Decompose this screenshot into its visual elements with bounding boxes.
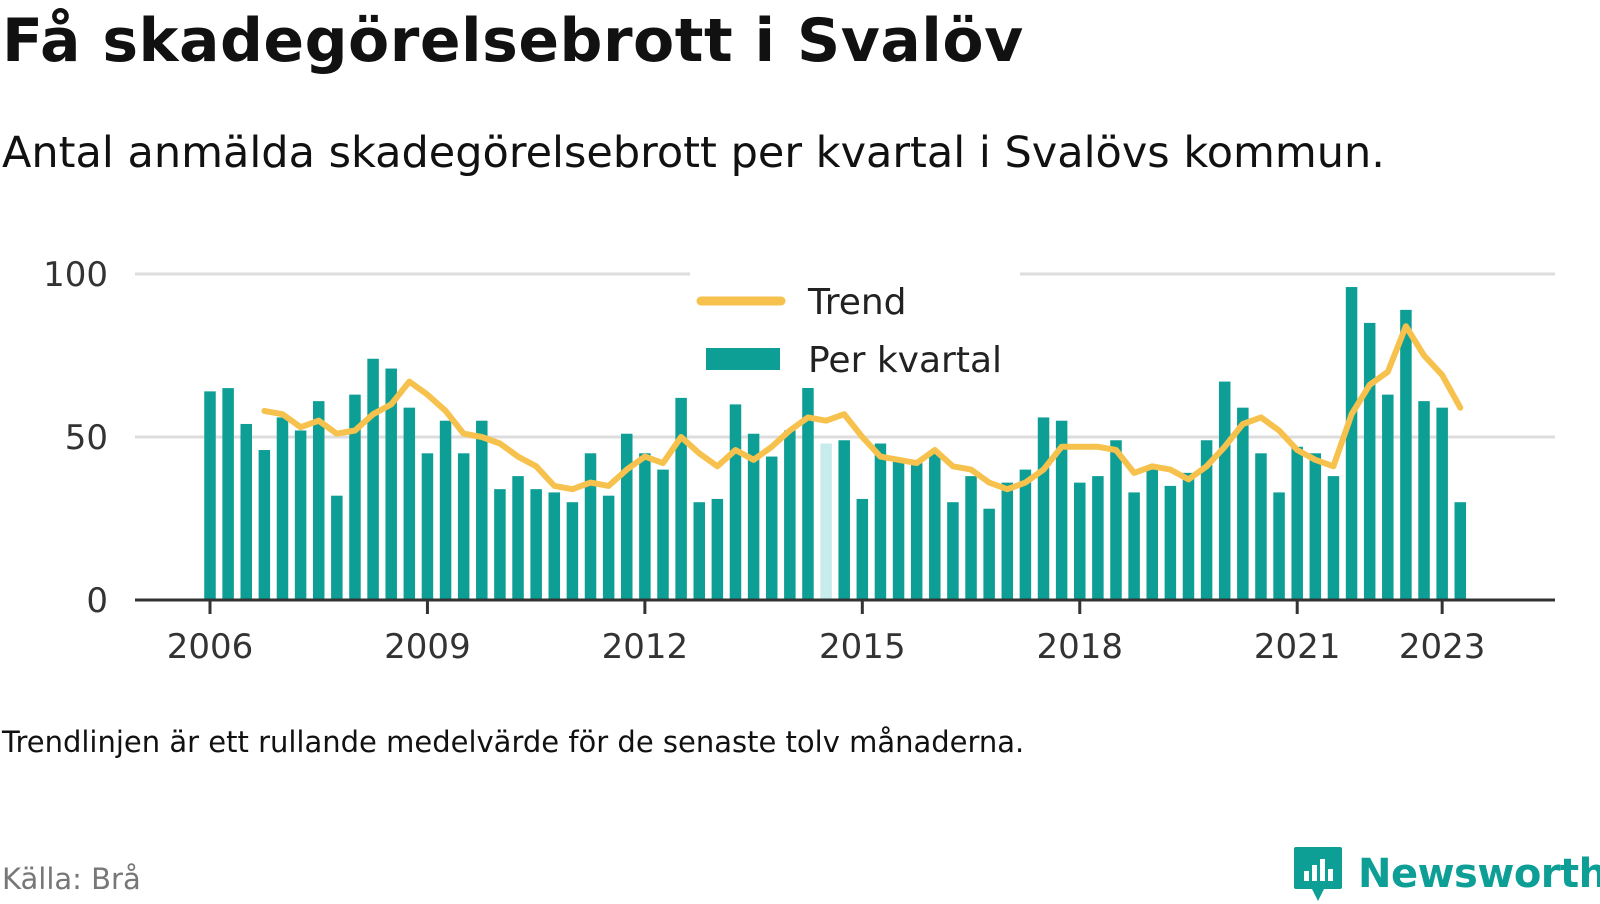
- trend-line: [261, 323, 1464, 493]
- bar-46: [1037, 417, 1050, 600]
- newsworthy-logo: Newsworthy: [1292, 844, 1600, 904]
- bar-53: [1164, 485, 1177, 600]
- bar-28: [711, 498, 724, 600]
- source-label: Källa: Brå: [2, 862, 141, 896]
- y-tick-label-100: 100: [43, 255, 108, 295]
- bar-11: [403, 407, 416, 600]
- bar-49: [1092, 476, 1104, 600]
- legend-bar-label: Per kvartal: [808, 340, 1002, 381]
- bar-2: [240, 423, 252, 600]
- bar-43: [983, 508, 995, 600]
- bar-52: [1146, 469, 1158, 600]
- bar-20: [566, 502, 579, 600]
- bar-7: [331, 495, 343, 600]
- bar-69: [1454, 502, 1467, 600]
- footnote: Trendlinjen är ett rullande medelvärde f…: [2, 725, 1025, 759]
- chart-area: 0 50 100 2006 2009 2012 2015 2018 2021 2023 Trend…: [43, 255, 1555, 667]
- x-tick-label-2018: 2018: [1036, 627, 1123, 667]
- bar-55: [1200, 440, 1213, 600]
- bar-66: [1400, 309, 1412, 600]
- bar-9: [367, 358, 379, 600]
- bar-21: [584, 453, 597, 600]
- bar-47: [1055, 420, 1068, 600]
- bar-0: [204, 391, 216, 600]
- x-tick-label-2009: 2009: [384, 627, 471, 667]
- bar-57: [1237, 407, 1249, 600]
- bar-36: [856, 498, 869, 600]
- x-tick-label-2015: 2015: [819, 627, 906, 667]
- bar-64: [1363, 322, 1376, 600]
- bar-5: [294, 430, 307, 600]
- bar-1: [222, 388, 234, 600]
- bar-61: [1309, 453, 1322, 600]
- bar-62: [1327, 476, 1340, 600]
- bar-34: [820, 443, 832, 600]
- bar-4: [276, 417, 289, 600]
- bar-8: [349, 394, 361, 600]
- bar-29: [729, 404, 742, 600]
- logo-text: Newsworthy: [1358, 851, 1600, 897]
- bar-26: [675, 397, 687, 600]
- bar-38: [892, 459, 905, 600]
- bar-18: [530, 489, 542, 600]
- bar-44: [1001, 482, 1014, 600]
- trend-line-group: [261, 323, 1464, 493]
- bar-23: [621, 433, 633, 600]
- chart-title: Få skadegörelsebrott i Svalöv: [2, 6, 1024, 76]
- bar-59: [1273, 492, 1285, 600]
- bar-32: [784, 430, 796, 600]
- x-tick-label-2023: 2023: [1399, 627, 1486, 667]
- x-tick-label-2012: 2012: [602, 627, 689, 667]
- bar-63: [1345, 287, 1358, 600]
- bar-13: [439, 420, 452, 600]
- bar-58: [1255, 453, 1267, 600]
- bar-60: [1291, 446, 1303, 600]
- bar-39: [910, 463, 923, 600]
- bar-16: [494, 489, 506, 600]
- bar-22: [602, 495, 615, 600]
- bar-67: [1418, 401, 1430, 600]
- y-tick-label-50: 50: [65, 418, 108, 458]
- y-tick-label-0: 0: [86, 581, 108, 621]
- newsworthy-bar-chart-icon: [1294, 847, 1342, 901]
- bar-56: [1218, 381, 1231, 600]
- bar-54: [1182, 472, 1195, 600]
- chart-subtitle: Antal anmälda skadegörelsebrott per kvar…: [2, 128, 1385, 178]
- bar-6: [312, 401, 325, 600]
- bar-68: [1436, 407, 1448, 600]
- bar-14: [457, 453, 470, 600]
- bar-35: [838, 440, 850, 600]
- bar-50: [1110, 440, 1122, 600]
- bar-48: [1074, 482, 1086, 600]
- bar-15: [476, 420, 488, 600]
- x-tick-label-2006: 2006: [167, 627, 254, 667]
- bar-10: [385, 368, 397, 600]
- bar-19: [548, 492, 561, 600]
- bar-27: [693, 502, 705, 600]
- bar-65: [1382, 394, 1394, 600]
- bar-17: [512, 476, 524, 600]
- bar-42: [965, 476, 977, 600]
- bar-24: [639, 453, 651, 600]
- x-tick-label-2021: 2021: [1254, 627, 1341, 667]
- axes: 0 50 100 2006 2009 2012 2015 2018 2021 2023: [43, 255, 1555, 667]
- bar-3: [258, 450, 271, 600]
- bar-40: [929, 453, 941, 600]
- bar-41: [947, 502, 959, 600]
- legend: Trend Per kvartal: [690, 272, 1020, 388]
- bar-30: [747, 433, 760, 600]
- bar-31: [765, 456, 778, 600]
- bar-37: [874, 443, 887, 600]
- legend-bar-swatch: [706, 348, 780, 370]
- legend-trend-label: Trend: [807, 282, 907, 323]
- bar-45: [1019, 469, 1032, 600]
- bars: [204, 287, 1467, 600]
- bar-51: [1128, 492, 1140, 600]
- bar-33: [802, 358, 814, 600]
- bar-25: [657, 469, 669, 600]
- bar-12: [421, 453, 434, 600]
